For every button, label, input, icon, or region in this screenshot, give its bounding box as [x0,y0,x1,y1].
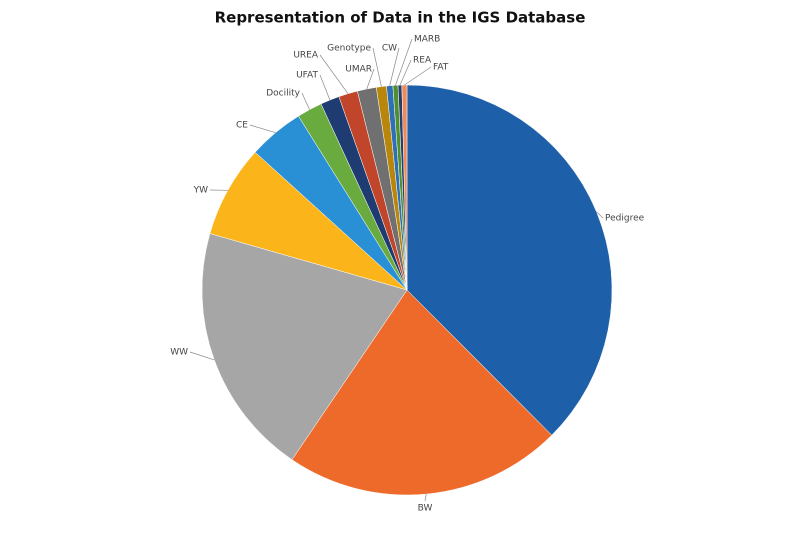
slice-label: Docility [266,89,300,99]
slice-label: FAT [433,63,449,73]
slice-label: CW [382,44,397,54]
slice-label: UMAR [345,65,372,75]
leader-line [596,211,604,219]
leader-line [319,54,349,94]
slice-label: UFAT [296,71,318,81]
leader-line [366,68,375,90]
leader-line [424,494,427,502]
leader-line [189,351,215,361]
leader-line [404,66,432,86]
pie-slice [406,84,613,436]
leader-line [319,74,331,101]
slice-label: Pedigree [605,214,645,224]
leader-line [372,47,382,87]
slice-label: Genotype [327,44,371,54]
pie-slice [201,233,408,461]
slice-label: CE [236,121,248,131]
slice-label: REA [413,56,432,66]
slice-label: MARB [414,35,440,45]
slice-label: WW [170,348,188,358]
leader-line [249,124,276,134]
leader-line [301,92,310,110]
leader-line [395,38,413,86]
leader-line [389,47,400,86]
leader-line [399,59,412,86]
slice-label: YW [193,186,208,196]
slice-label: BW [418,504,433,514]
slice-label: UREA [293,51,319,61]
chart-title: Representation of Data in the IGS Databa… [215,9,586,27]
